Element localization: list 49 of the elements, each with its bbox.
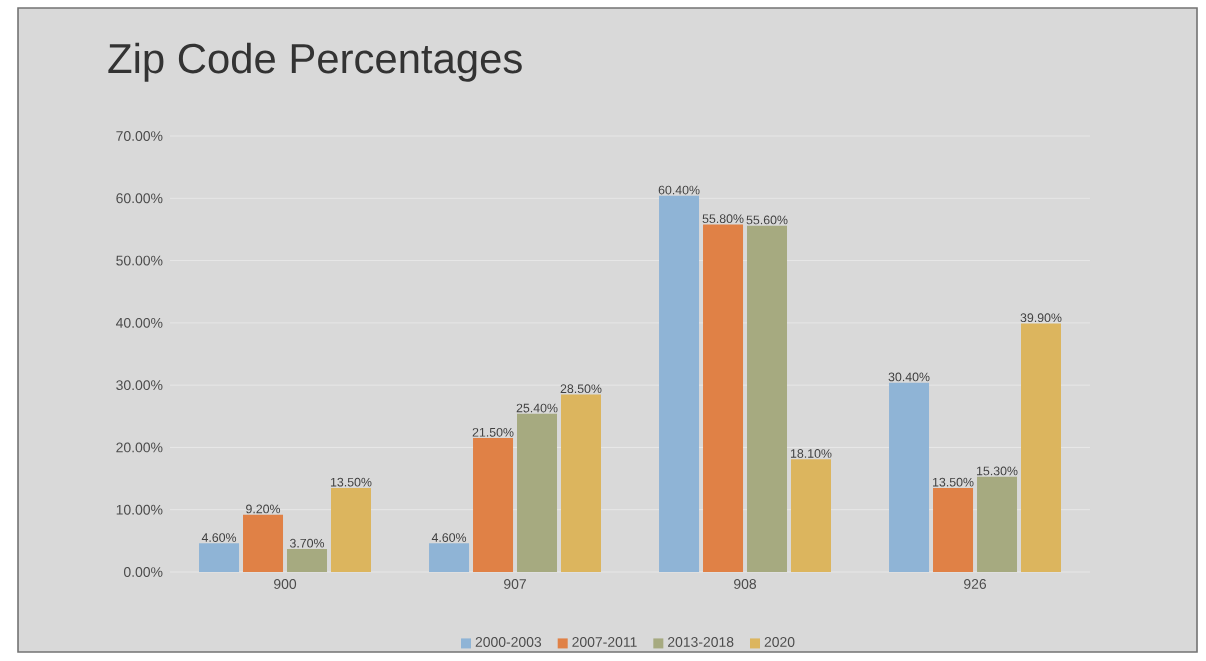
data-label: 15.30%: [977, 466, 1018, 476]
y-tick-label: 40.00%: [115, 317, 163, 328]
x-tick-label: 900: [274, 579, 297, 589]
y-tick-label: 20.00%: [116, 442, 163, 453]
bar: [517, 413, 558, 572]
chart-title: Zip Code Percentages: [108, 42, 522, 82]
data-label: 25.40%: [516, 403, 558, 413]
y-tick-label: 70.00%: [116, 131, 163, 141]
x-tick-label: 926: [964, 579, 987, 589]
bar: [659, 195, 700, 572]
data-label: 55.80%: [702, 214, 744, 224]
bar: [703, 224, 744, 572]
bar: [243, 514, 284, 572]
legend-label: 2000-2003: [475, 637, 542, 647]
data-label: 39.90%: [1020, 313, 1062, 323]
bar: [790, 459, 831, 572]
y-tick-label: 60.00%: [116, 193, 163, 204]
bar: [287, 548, 328, 572]
data-label: 18.10%: [790, 449, 832, 458]
bar: [889, 382, 930, 572]
y-tick-label: 10.00%: [116, 504, 163, 515]
bar: [933, 487, 974, 572]
data-label: 30.40%: [888, 372, 930, 382]
bar: [560, 394, 601, 572]
data-label: 28.50%: [560, 384, 602, 394]
legend-label: 2007-2011: [572, 637, 637, 647]
bar: [473, 438, 514, 572]
x-tick-label: 907: [504, 579, 526, 589]
y-tick-label: 50.00%: [116, 255, 163, 266]
data-label: 21.50%: [472, 427, 514, 437]
data-label: 60.40%: [658, 185, 700, 195]
bar: [199, 543, 240, 572]
bar: [330, 487, 371, 572]
bar: [1021, 323, 1061, 572]
data-label: 13.50%: [933, 477, 974, 487]
data-label: 4.60%: [431, 533, 467, 542]
legend-label: 2020: [764, 637, 795, 647]
legend-label: 2013-2018: [668, 637, 734, 647]
data-label: 4.60%: [201, 533, 237, 542]
bar: [429, 543, 470, 572]
data-label: 3.70%: [289, 538, 325, 548]
bar: [977, 476, 1018, 572]
data-label: 9.20%: [246, 504, 281, 514]
y-tick-label: 30.00%: [116, 380, 163, 391]
data-label: 13.50%: [330, 477, 372, 487]
x-tick-label: 908: [734, 579, 757, 589]
data-label: 55.60%: [746, 215, 788, 225]
bar: [747, 225, 788, 572]
y-tick-label: 0.00%: [123, 567, 163, 577]
